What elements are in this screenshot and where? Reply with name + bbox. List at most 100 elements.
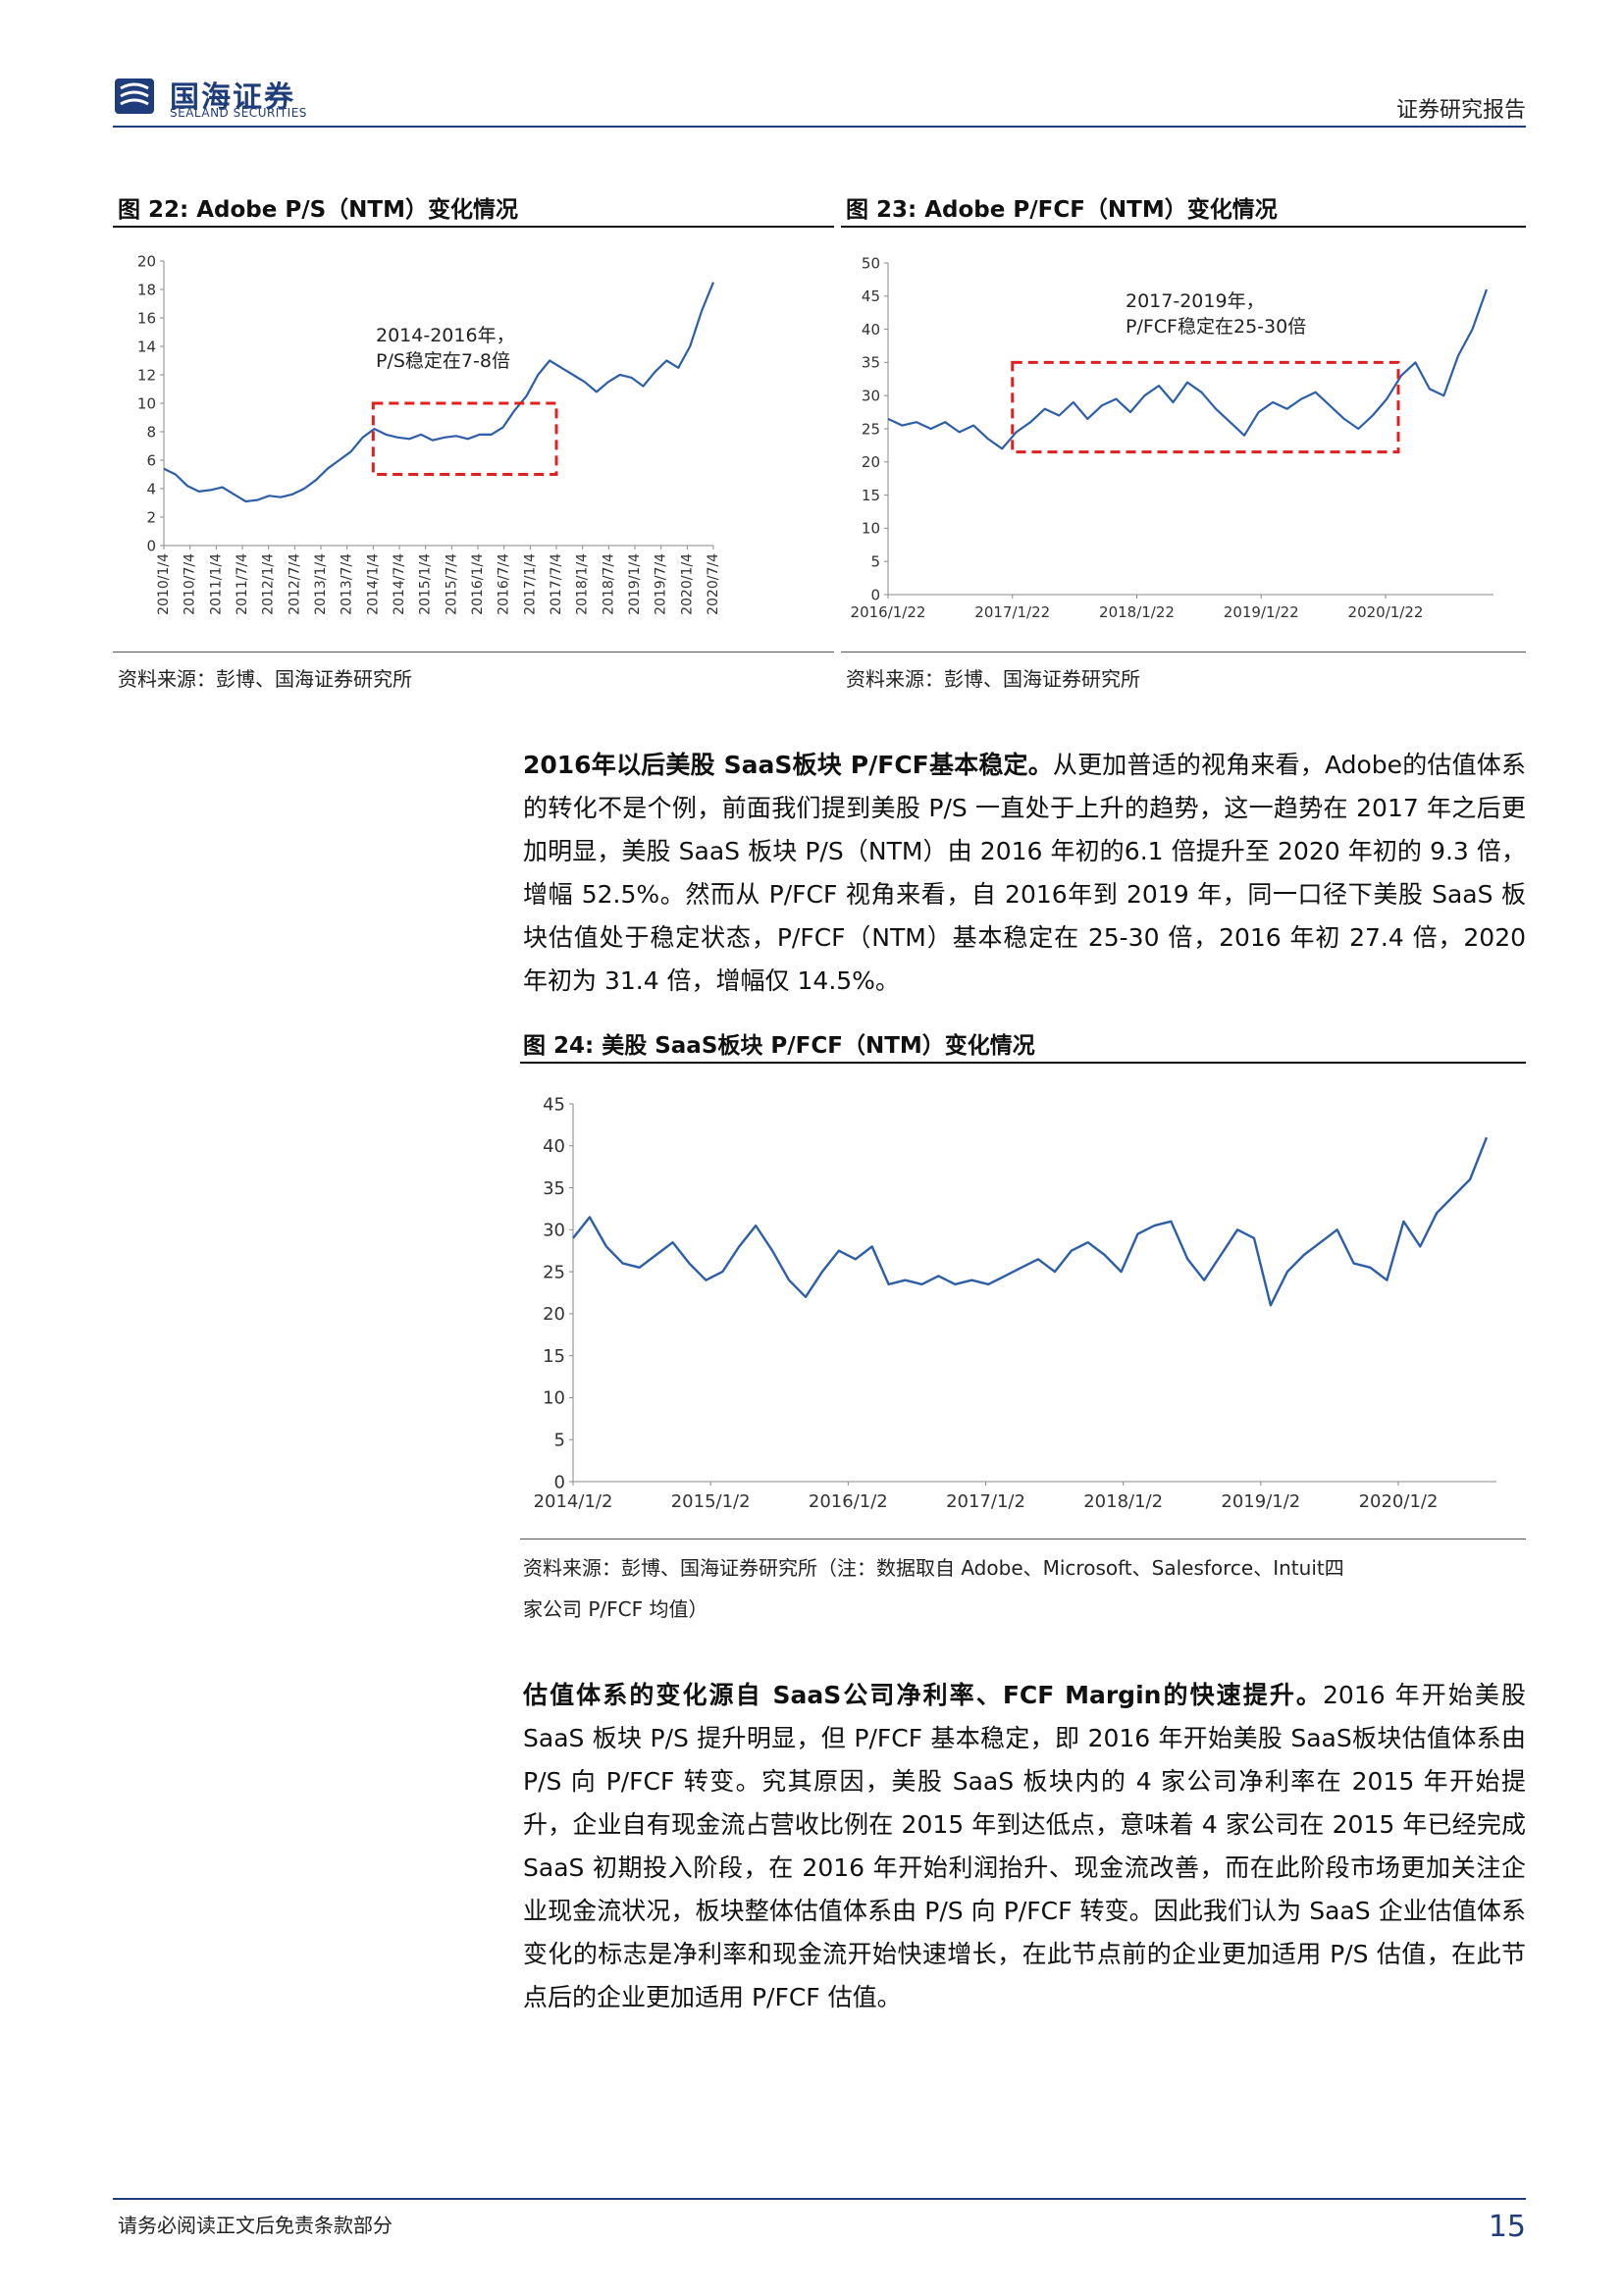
figure-23-top-rule <box>841 226 1526 228</box>
paragraph-2: 估值体系的变化源自 SaaS公司净利率、FCF Margin的快速提升。2016… <box>523 1674 1526 2019</box>
chart-annotation-line: 2017-2019年， <box>1126 290 1265 312</box>
page-number: 15 <box>1488 2210 1526 2244</box>
y-tick-label: 0 <box>870 586 880 603</box>
x-tick-label: 2020/7/4 <box>706 553 721 615</box>
paragraph-1-lead: 2016年以后美股 SaaS板块 P/FCF基本稳定。 <box>523 751 1053 779</box>
x-tick-label: 2015/1/2 <box>671 1491 751 1512</box>
series-line <box>887 288 1489 450</box>
y-tick-label: 5 <box>870 552 880 570</box>
x-tick-label: 2016/7/4 <box>497 553 512 615</box>
report-type-label: 证券研究报告 <box>1395 98 1526 123</box>
x-tick-label: 2018/1/2 <box>1083 1491 1163 1512</box>
figure-23-title: 图 23: Adobe P/FCF（NTM）变化情况 <box>846 197 1278 223</box>
y-tick-label: 12 <box>137 366 156 384</box>
y-tick-label: 0 <box>146 537 156 554</box>
x-tick-label: 2011/1/4 <box>208 553 224 615</box>
y-tick-label: 4 <box>146 480 156 497</box>
y-tick-label: 30 <box>543 1221 565 1241</box>
x-tick-label: 2012/7/4 <box>287 553 302 615</box>
x-tick-label: 2019/7/4 <box>654 553 669 615</box>
x-tick-label: 2017/7/4 <box>549 553 564 615</box>
y-tick-label: 50 <box>862 254 880 272</box>
chart-annotation-line: 2014-2016年， <box>376 325 515 346</box>
x-tick-label: 2016/1/2 <box>809 1491 888 1512</box>
x-tick-label: 2018/7/4 <box>601 553 616 615</box>
y-tick-label: 0 <box>554 1472 565 1492</box>
y-tick-label: 40 <box>862 321 880 339</box>
y-tick-label: 6 <box>146 451 156 469</box>
y-tick-label: 20 <box>543 1304 565 1325</box>
chart-annotation-line: P/FCF稳定在25-30倍 <box>1126 316 1306 338</box>
x-tick-label: 2020/1/2 <box>1359 1491 1439 1512</box>
y-tick-label: 18 <box>137 281 156 298</box>
y-tick-label: 14 <box>137 338 156 355</box>
x-tick-label: 2010/1/4 <box>156 553 172 615</box>
paragraph-2-lead: 估值体系的变化源自 SaaS公司净利率、FCF Margin的快速提升。 <box>523 1681 1324 1709</box>
figure-22-title: 图 22: Adobe P/S（NTM）变化情况 <box>118 197 519 223</box>
x-tick-label: 2015/1/4 <box>418 553 434 615</box>
y-tick-label: 10 <box>137 394 156 412</box>
x-tick-label: 2017/1/4 <box>522 553 538 615</box>
figure-22-top-rule <box>113 226 834 228</box>
company-name-en: SEALAND SECURITIES <box>170 106 307 120</box>
company-name-cn: 国海证券 <box>170 80 295 115</box>
x-tick-label: 2013/7/4 <box>340 553 355 615</box>
y-tick-label: 15 <box>862 487 880 504</box>
y-tick-label: 35 <box>543 1178 565 1199</box>
y-tick-label: 2 <box>146 508 156 526</box>
y-tick-label: 8 <box>146 423 156 441</box>
figure-24-source-line-2: 家公司 P/FCF 均值） <box>523 1597 708 1621</box>
figure-23-chart: 0 5 10 15 20 25 30 35 40 45 50 2016/1/22 2017/1/22 20… <box>851 254 1493 621</box>
y-tick-label: 15 <box>543 1346 565 1367</box>
sealand-logo-icon <box>115 78 154 114</box>
chart-annotation-line: P/S稳定在7-8倍 <box>376 350 510 372</box>
page-header: 国海证券 SEALAND SECURITIES 证券研究报告 <box>113 69 1526 128</box>
figure-24-source-line-1: 资料来源：彭博、国海证券研究所（注：数据取自 Adobe、Microsoft、S… <box>523 1556 1344 1580</box>
y-tick-label: 35 <box>862 354 880 372</box>
y-tick-label: 10 <box>543 1388 565 1409</box>
x-tick-label: 2012/1/4 <box>261 553 277 615</box>
y-tick-label: 10 <box>862 520 880 538</box>
x-tick-label: 2018/1/4 <box>575 553 591 615</box>
y-tick-label: 45 <box>862 287 880 305</box>
x-tick-label: 2014/7/4 <box>392 553 407 615</box>
figure-24-chart: 0 5 10 15 20 25 30 35 40 45 2014/1/2 2015/1/2 2016/1… <box>534 1094 1496 1512</box>
series-line <box>572 1136 1489 1307</box>
highlight-dashed-box <box>371 401 558 476</box>
paragraph-2-text: 2016 年开始美股 SaaS 板块 P/S 提升明显，但 P/FCF 基本稳定… <box>523 1681 1526 2011</box>
y-tick-label: 16 <box>137 309 156 327</box>
y-tick-label: 5 <box>554 1431 565 1451</box>
x-tick-label: 2019/1/2 <box>1221 1491 1300 1512</box>
x-tick-label: 2015/7/4 <box>444 553 459 615</box>
y-tick-label: 20 <box>137 252 156 270</box>
x-tick-label: 2019/1/22 <box>1224 603 1299 621</box>
figure-24-title: 图 24: 美股 SaaS板块 P/FCF（NTM）变化情况 <box>523 1033 1035 1059</box>
paragraph-1: 2016年以后美股 SaaS板块 P/FCF基本稳定。从更加普适的视角来看，Ad… <box>523 744 1526 1003</box>
x-tick-label: 2010/7/4 <box>183 553 198 615</box>
y-tick-label: 25 <box>862 420 880 438</box>
highlight-dashed-box <box>1011 360 1400 454</box>
x-tick-label: 2020/1/4 <box>679 553 695 615</box>
x-tick-label: 2016/1/22 <box>851 603 926 621</box>
x-tick-label: 2019/1/4 <box>627 553 643 615</box>
figure-22-chart: 0 2 4 6 8 10 12 14 16 18 20 2010/1/4 2010/7/4 2011/1/… <box>137 252 721 615</box>
y-tick-label: 45 <box>543 1094 565 1115</box>
figure-23-source: 资料来源：彭博、国海证券研究所 <box>846 667 1140 691</box>
figure-24-top-rule <box>520 1062 1526 1064</box>
x-tick-label: 2014/1/4 <box>365 553 381 615</box>
x-tick-label: 2016/1/4 <box>470 553 486 615</box>
x-tick-label: 2013/1/4 <box>313 553 329 615</box>
header-divider <box>113 126 1526 128</box>
y-tick-label: 40 <box>543 1136 565 1157</box>
figure-22-source: 资料来源：彭博、国海证券研究所 <box>118 667 412 691</box>
x-tick-label: 2018/1/22 <box>1099 603 1175 621</box>
x-tick-label: 2017/1/2 <box>946 1491 1025 1512</box>
x-tick-label: 2014/1/2 <box>534 1491 613 1512</box>
y-tick-label: 20 <box>862 453 880 471</box>
footer-disclaimer: 请务必阅读正文后免责条款部分 <box>118 2214 393 2237</box>
y-tick-label: 25 <box>543 1262 565 1282</box>
paragraph-1-text: 从更加普适的视角来看，Adobe的估值体系的转化不是个例，前面我们提到美股 P/… <box>523 751 1526 995</box>
y-tick-label: 30 <box>862 387 880 404</box>
series-line <box>163 282 715 503</box>
footer-divider <box>113 2198 1526 2200</box>
